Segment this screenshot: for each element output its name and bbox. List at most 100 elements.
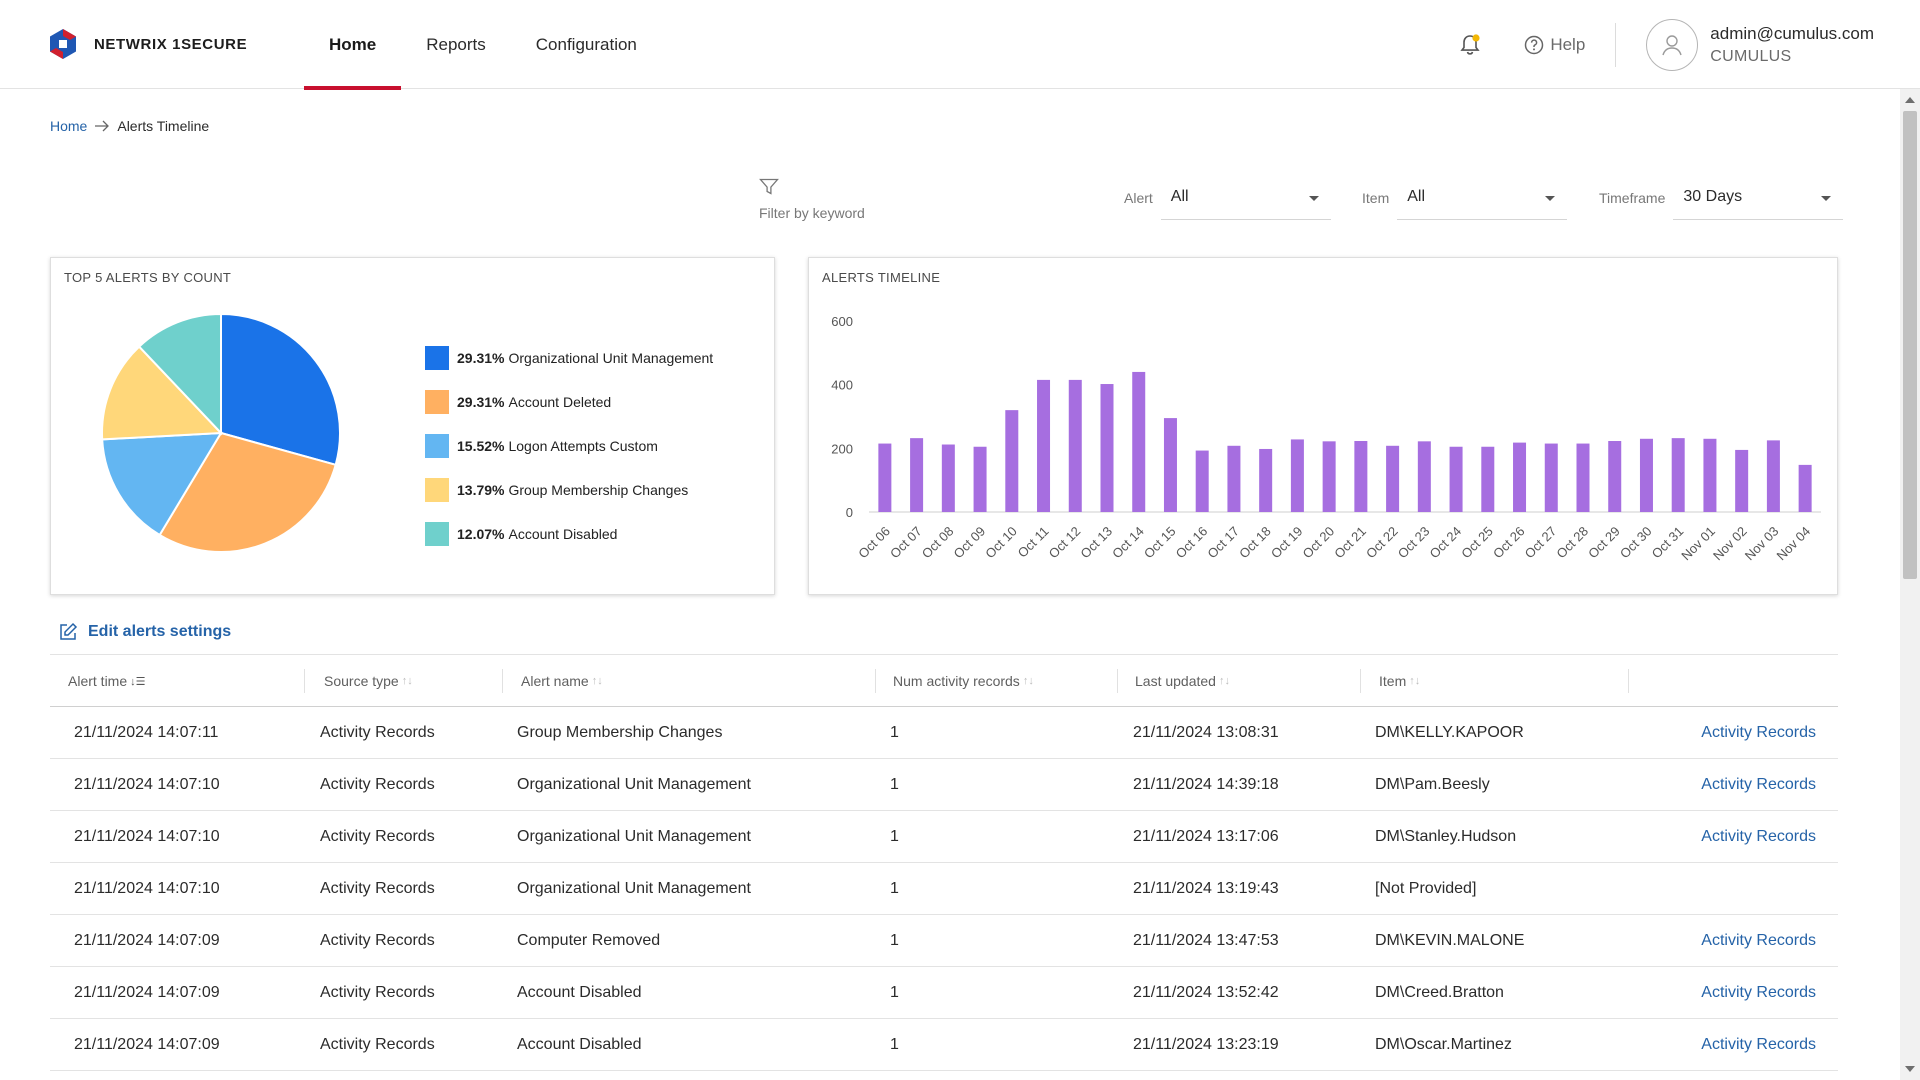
timeline-bar[interactable]: [1227, 445, 1241, 512]
cell-last-updated: 21/11/2024 13:47:53: [1133, 931, 1279, 949]
timeline-bar[interactable]: [1417, 441, 1431, 512]
timeline-bar[interactable]: [1005, 410, 1019, 512]
cell-alert-name: Organizational Unit Management: [517, 879, 751, 897]
timeline-bar[interactable]: [910, 438, 924, 512]
cell-num-activity-records: 1: [890, 1035, 899, 1053]
notification-bell-icon[interactable]: [1456, 31, 1484, 59]
timeline-bar[interactable]: [1576, 443, 1590, 512]
filter-by-keyword[interactable]: Filter by keyword: [759, 178, 865, 221]
timeline-bar[interactable]: [1544, 443, 1558, 512]
legend-item[interactable]: 29.31% Organizational Unit Management: [425, 346, 713, 370]
activity-records-link[interactable]: Activity Records: [1701, 827, 1816, 845]
arrow-right-icon: [95, 120, 110, 132]
activity-records-link[interactable]: Activity Records: [1701, 931, 1816, 949]
user-info[interactable]: admin@cumulus.com CUMULUS: [1710, 24, 1874, 66]
breadcrumb-home[interactable]: Home: [50, 118, 88, 134]
help-button[interactable]: Help: [1524, 35, 1585, 55]
legend-item[interactable]: 29.31% Account Deleted: [425, 390, 713, 414]
main-nav: Home Reports Configuration: [304, 0, 662, 90]
timeline-bar[interactable]: [1068, 379, 1082, 512]
timeline-bar[interactable]: [1163, 418, 1177, 512]
y-tick-label: 200: [831, 441, 853, 456]
timeline-bar[interactable]: [1322, 441, 1336, 512]
timeline-bar[interactable]: [1735, 449, 1749, 512]
x-tick-label: Oct 22: [1363, 524, 1401, 562]
legend-item[interactable]: 12.07% Account Disabled: [425, 522, 713, 546]
timeline-bar[interactable]: [1132, 371, 1146, 512]
brand-logo[interactable]: NETWRIX 1SECURE: [46, 27, 247, 61]
timeline-bar[interactable]: [1639, 438, 1653, 512]
y-tick-label: 0: [846, 505, 853, 520]
cell-item: DM\KEVIN.MALONE: [1375, 931, 1525, 949]
timeline-bar[interactable]: [1449, 446, 1463, 512]
timeline-bar[interactable]: [1671, 438, 1685, 512]
alerts-timeline-card: ALERTS TIMELINE 0 200 400 600 Oct 06 Oct 07 Oc…: [808, 257, 1838, 595]
legend-percent: 15.52%: [457, 438, 505, 454]
table-row[interactable]: 21/11/2024 14:07:09 Activity Records Accou…: [50, 967, 1838, 1019]
cell-source-type: Activity Records: [320, 931, 435, 949]
timeline-bar[interactable]: [1037, 379, 1051, 512]
column-header-alert-time[interactable]: Alert time ↓☰: [68, 655, 146, 707]
timeline-bar[interactable]: [941, 444, 955, 512]
table-row[interactable]: 21/11/2024 14:07:09 Activity Records Compu…: [50, 915, 1838, 967]
activity-records-link[interactable]: Activity Records: [1701, 1035, 1816, 1053]
timeline-bar[interactable]: [1798, 464, 1812, 512]
column-label: Alert time: [68, 673, 128, 689]
page-scrollbar[interactable]: [1900, 89, 1920, 1080]
nav-reports[interactable]: Reports: [426, 34, 486, 54]
timeline-bar[interactable]: [1259, 448, 1273, 512]
alert-select[interactable]: All: [1160, 186, 1331, 220]
timeline-bar[interactable]: [1195, 450, 1209, 512]
x-tick-label: Oct 17: [1204, 524, 1242, 562]
nav-configuration[interactable]: Configuration: [535, 34, 637, 54]
column-header-item[interactable]: Item ↑↓: [1379, 655, 1420, 707]
pie-chart: [101, 312, 341, 553]
edit-alerts-settings-link[interactable]: Edit alerts settings: [58, 622, 231, 642]
activity-records-link[interactable]: Activity Records: [1701, 723, 1816, 741]
timeline-bar[interactable]: [1703, 438, 1717, 512]
pie-slice[interactable]: [101, 345, 224, 441]
timeline-bar[interactable]: [1386, 445, 1400, 512]
table-row[interactable]: 21/11/2024 14:07:09 Activity Records Accou…: [50, 1019, 1838, 1071]
activity-records-link[interactable]: Activity Records: [1701, 983, 1816, 1001]
item-select[interactable]: All: [1397, 186, 1568, 220]
x-tick-label: Oct 13: [1077, 524, 1115, 562]
timeframe-select[interactable]: 30 Days: [1673, 186, 1844, 220]
column-header-num-activity-records[interactable]: Num activity records ↑↓: [893, 655, 1034, 707]
legend-item[interactable]: 13.79% Group Membership Changes: [425, 478, 713, 502]
timeline-bar[interactable]: [878, 443, 892, 512]
cell-last-updated: 21/11/2024 13:17:06: [1133, 827, 1279, 845]
timeline-bar[interactable]: [1513, 442, 1527, 512]
cell-last-updated: 21/11/2024 14:39:18: [1133, 775, 1279, 793]
x-tick-label: Oct 27: [1522, 524, 1560, 562]
pie-slice[interactable]: [137, 312, 222, 436]
nav-home[interactable]: Home: [304, 0, 402, 90]
column-header-last-updated[interactable]: Last updated ↑↓: [1135, 655, 1230, 707]
table-row[interactable]: 21/11/2024 14:07:11 Activity Records Group…: [50, 707, 1838, 759]
user-avatar[interactable]: [1646, 18, 1699, 71]
timeline-bar[interactable]: [973, 446, 987, 512]
timeline-bar[interactable]: [1290, 439, 1304, 512]
timeline-bar[interactable]: [1766, 440, 1780, 512]
column-header-alert-name[interactable]: Alert name ↑↓: [521, 655, 603, 707]
table-row[interactable]: 21/11/2024 14:07:10 Activity Records Organ…: [50, 811, 1838, 863]
legend-item[interactable]: 15.52% Logon Attempts Custom: [425, 434, 713, 458]
table-row[interactable]: 21/11/2024 14:07:10 Activity Records Organ…: [50, 863, 1838, 915]
scroll-up-arrow-icon[interactable]: [1905, 97, 1915, 103]
timeline-bar[interactable]: [1354, 441, 1368, 512]
table-row[interactable]: 21/11/2024 14:07:10 Activity Records Organ…: [50, 759, 1838, 811]
pie-slice[interactable]: [101, 431, 223, 537]
timeline-bar[interactable]: [1100, 384, 1114, 512]
timeline-bar[interactable]: [1608, 441, 1622, 512]
activity-records-link[interactable]: Activity Records: [1701, 775, 1816, 793]
timeline-bar[interactable]: [1481, 446, 1495, 512]
column-header-source-type[interactable]: Source type ↑↓: [324, 655, 413, 707]
column-divider: [304, 669, 305, 693]
legend-percent: 12.07%: [457, 526, 505, 542]
x-tick-label: Oct 16: [1173, 524, 1211, 562]
scroll-thumb[interactable]: [1903, 111, 1917, 579]
scroll-down-arrow-icon[interactable]: [1905, 1066, 1915, 1072]
x-tick-label: Oct 12: [1046, 524, 1084, 562]
pie-slice[interactable]: [220, 312, 341, 467]
sort-descending-icon: ↓☰: [130, 675, 146, 688]
